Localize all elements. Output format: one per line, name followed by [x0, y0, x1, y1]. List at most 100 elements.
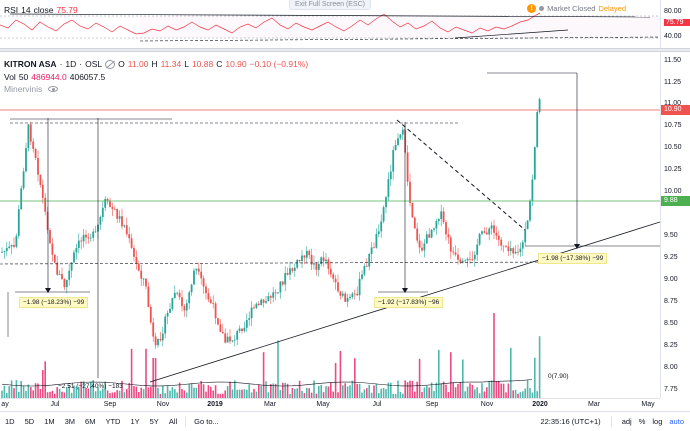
symbol-interval[interactable]: 1D — [65, 59, 77, 69]
market-status: ! Market Closed Delayed — [527, 4, 626, 13]
candle-body — [10, 245, 13, 247]
volume-bar — [25, 390, 27, 398]
candle-body — [159, 338, 162, 341]
time-axis-label: ay — [1, 401, 9, 408]
volume-bar — [87, 388, 90, 398]
candle-body — [457, 254, 459, 260]
candle-body — [409, 181, 411, 203]
rsi-pane[interactable]: RSI 14 close 75.79 Exit Full Screen (ESC… — [0, 0, 661, 48]
candle-body — [459, 259, 462, 263]
volume-bar — [368, 384, 370, 398]
volume-bar — [366, 388, 368, 398]
volume-bar — [121, 380, 123, 398]
volume-bar — [399, 391, 402, 398]
exit-fullscreen-button[interactable]: Exit Full Screen (ESC) — [288, 0, 372, 10]
callout-bottom: −2.51 (−27.40%) −183 — [58, 383, 123, 390]
time-axis[interactable]: ay Jul Sep Nov 2019 Mar May Jul Sep Nov … — [0, 398, 660, 411]
range-1m-button[interactable]: 1M — [44, 417, 55, 426]
volume-bar — [514, 389, 517, 398]
volume-bar — [186, 392, 188, 398]
candle-body — [173, 292, 176, 299]
candle-body — [142, 278, 145, 280]
range-5y-button[interactable]: 5Y — [149, 417, 159, 426]
volume-bar — [313, 380, 315, 398]
volume-bar — [435, 382, 438, 398]
candle-body — [445, 222, 447, 235]
candle-body — [433, 228, 435, 230]
candle-body — [121, 216, 123, 227]
candle-body — [509, 248, 512, 252]
volume-legend: Vol 50 486944.0 406057.5 — [4, 72, 105, 82]
volume-bar — [344, 383, 346, 398]
pane-separator[interactable] — [0, 48, 690, 52]
candle-body — [481, 231, 483, 234]
candle-body — [380, 221, 383, 232]
candle-body — [421, 247, 423, 251]
volume-bar — [308, 388, 310, 398]
volume-bar — [387, 382, 390, 398]
range-6m-button[interactable]: 6M — [85, 417, 96, 426]
candle-body — [416, 228, 419, 241]
volume-bar — [250, 392, 253, 398]
log-button[interactable]: log — [652, 417, 663, 426]
range-ytd-button[interactable]: YTD — [105, 417, 121, 426]
eye-icon[interactable] — [48, 86, 59, 92]
candle-body — [425, 234, 428, 244]
candle-body — [346, 298, 349, 302]
candle-body — [313, 263, 315, 265]
candle-body — [255, 303, 258, 308]
time-axis-label: Mar — [587, 401, 601, 408]
info-icon[interactable]: ! — [527, 4, 537, 13]
volume-bar — [37, 383, 39, 398]
volume-bar — [375, 383, 378, 398]
volume-bar — [246, 389, 248, 398]
goto-button[interactable]: Go to... — [194, 417, 219, 426]
range-1y-button[interactable]: 1Y — [130, 417, 140, 426]
price-axis-label: 9.00 — [664, 276, 678, 283]
auto-button[interactable]: auto — [669, 417, 684, 426]
volume-bar — [526, 380, 529, 398]
volume-bar — [498, 381, 500, 398]
volume-bar — [248, 384, 250, 398]
volume-bar — [442, 381, 445, 398]
rsi-source: close — [33, 5, 54, 15]
volume-bar — [193, 387, 195, 398]
candle-body — [397, 138, 399, 145]
candle-body — [190, 284, 193, 293]
price-axis-label: 10.50 — [664, 144, 682, 151]
volume-bar — [142, 389, 145, 398]
candle-body — [524, 229, 527, 243]
rsi-axis[interactable]: 80.00 75.79 40.00 — [660, 0, 690, 48]
price-axis[interactable]: 11.50 11.25 11.00 10.75 10.50 10.25 10.0… — [660, 52, 690, 398]
symbol-name[interactable]: KITRON ASA — [4, 59, 57, 69]
price-axis-label: 11.00 — [664, 100, 681, 107]
candle-body — [447, 234, 450, 238]
volume-bar — [214, 385, 217, 398]
volume-bar — [145, 348, 147, 398]
volume-bar — [306, 387, 308, 398]
hide-icon[interactable] — [105, 59, 116, 69]
volume-bar — [426, 385, 428, 398]
range-5d-button[interactable]: 5D — [24, 417, 35, 426]
adj-button[interactable]: adj — [621, 417, 632, 426]
candle-body — [193, 270, 195, 285]
range-all-button[interactable]: All — [168, 417, 178, 426]
volume-bar — [111, 392, 114, 398]
candle-body — [245, 319, 248, 328]
range-1d-button[interactable]: 1D — [5, 417, 15, 426]
volume-bar — [522, 391, 524, 398]
volume-bar — [212, 390, 214, 398]
candle-body — [514, 251, 517, 254]
high-label: H — [151, 59, 158, 69]
volume-bar — [349, 385, 351, 398]
percent-button[interactable]: % — [638, 417, 646, 426]
close-value: 10.90 — [225, 59, 247, 69]
candle-body — [301, 255, 303, 262]
range-3m-button[interactable]: 3M — [64, 417, 76, 426]
clock[interactable]: 22:35:16 (UTC+1) — [540, 417, 601, 426]
candle-body — [1, 251, 3, 253]
volume-bar — [198, 384, 200, 398]
volume-bar — [104, 381, 106, 398]
main-chart-pane[interactable]: KITRON ASA · 1D · OSL O 11.00 H 11.34 L 10.… — [0, 52, 661, 398]
candle-body — [46, 211, 49, 231]
